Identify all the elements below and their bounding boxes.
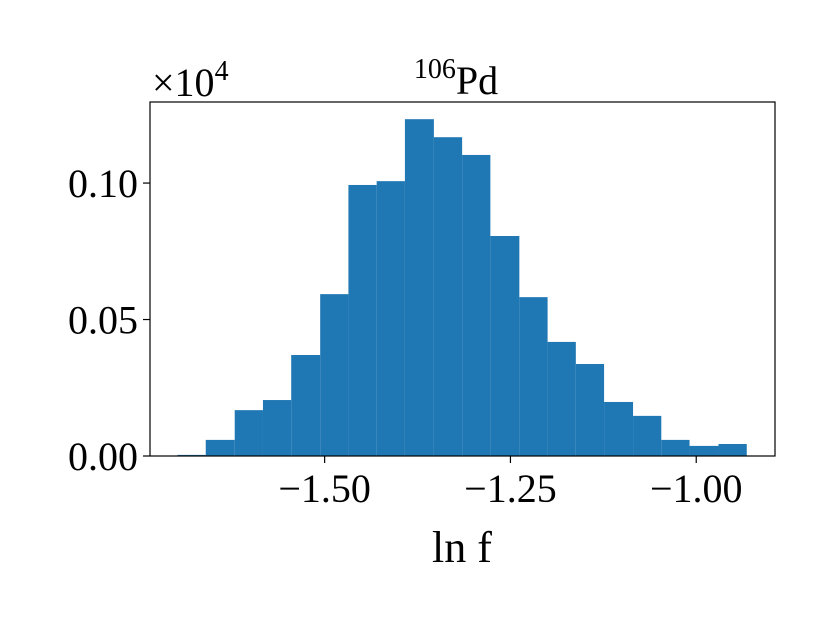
title-element: Pd: [456, 58, 498, 103]
x-axis-label: ln f: [432, 523, 492, 572]
x-tick-label: −1.25: [464, 466, 557, 511]
bar: [604, 401, 634, 456]
bar: [547, 341, 576, 456]
bar: [320, 294, 349, 456]
x-tick-label: −1.50: [278, 466, 371, 511]
bar: [234, 410, 263, 456]
bar: [490, 236, 520, 456]
offset-base: ×10: [152, 60, 215, 105]
bar: [433, 137, 463, 457]
bar: [376, 181, 405, 456]
x-tick-label: −1.00: [650, 466, 743, 511]
bar: [404, 119, 434, 456]
bar: [291, 355, 321, 456]
y-tick-label: 0.05: [68, 298, 138, 343]
bar: [262, 400, 292, 456]
bar: [718, 443, 747, 456]
y-tick-label: 0.10: [68, 161, 138, 206]
title-superscript: 106: [414, 54, 456, 85]
offset-exponent: 4: [215, 56, 229, 87]
bar: [575, 364, 605, 456]
bar: [205, 439, 235, 456]
bar: [661, 439, 690, 456]
plot-frame: [149, 101, 776, 457]
bar: [462, 154, 491, 456]
bar: [519, 297, 548, 456]
bar: [633, 415, 662, 456]
y-tick-label: 0.00: [68, 434, 138, 479]
y-offset: ×104: [152, 56, 229, 105]
chart-title: 106Pd: [414, 54, 498, 103]
bar: [689, 445, 719, 456]
bar: [348, 184, 377, 456]
